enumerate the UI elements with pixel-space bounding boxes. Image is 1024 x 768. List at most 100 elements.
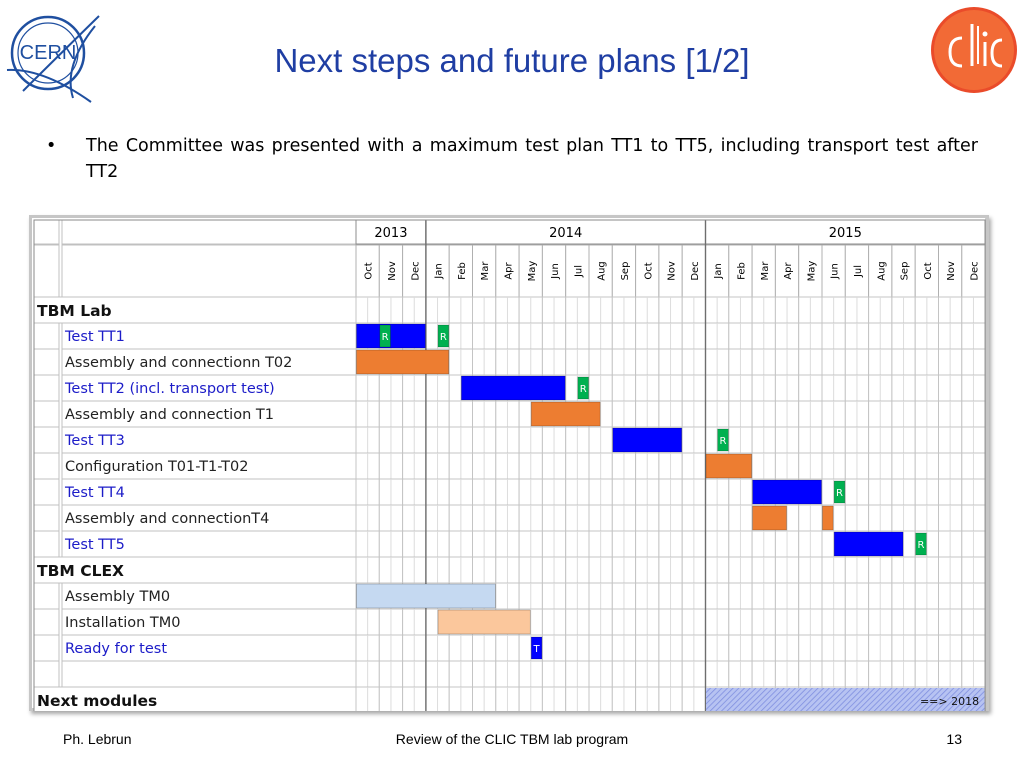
task-label: Assembly TM0 bbox=[65, 589, 170, 605]
header-corner-cell bbox=[33, 219, 60, 245]
cern-logo: CERN bbox=[3, 6, 107, 114]
year-cell bbox=[425, 219, 706, 245]
month-label: Apr bbox=[783, 261, 794, 279]
task-label: Configuration T01-T1-T02 bbox=[65, 459, 248, 475]
footer-page-number: 13 bbox=[946, 731, 962, 747]
row-indent-cell bbox=[33, 504, 60, 532]
bar-note: ==> 2018 bbox=[920, 695, 979, 708]
cern-logo-text: CERN bbox=[20, 42, 77, 64]
bar-marker: R bbox=[719, 436, 726, 447]
gantt-bar-test bbox=[752, 479, 822, 505]
bullet-text: The Committee was presented with a maxim… bbox=[86, 136, 978, 182]
gantt-bar-test bbox=[356, 323, 426, 349]
gantt-bar-review bbox=[717, 428, 729, 452]
header-corner-cell bbox=[61, 244, 357, 298]
task-label: Test TT3 bbox=[64, 433, 125, 449]
row-label-cell bbox=[61, 530, 357, 558]
task-label: Test TT2 (incl. transport test) bbox=[64, 381, 275, 397]
month-label: Feb bbox=[457, 262, 468, 280]
gantt-bar-assembly bbox=[356, 349, 449, 375]
month-label: Sep bbox=[620, 262, 631, 281]
task-label: Assembly and connection T1 bbox=[65, 407, 274, 423]
row-indent-cell bbox=[33, 530, 60, 558]
row-label-cell bbox=[61, 582, 357, 610]
month-label: Dec bbox=[969, 261, 980, 280]
task-label: Assembly and connectionT4 bbox=[65, 511, 269, 527]
month-label: Mar bbox=[760, 261, 771, 281]
footer-title: Review of the CLIC TBM lab program bbox=[395, 731, 629, 747]
task-label: Ready for test bbox=[65, 641, 167, 657]
row-indent-cell bbox=[33, 478, 60, 506]
year-label: 2015 bbox=[829, 226, 862, 241]
footer-author: Ph. Lebrun bbox=[63, 731, 132, 747]
month-label: Oct bbox=[364, 262, 375, 279]
task-label: Test TT5 bbox=[64, 537, 125, 553]
bar-marker: R bbox=[382, 332, 389, 343]
row-label-cell bbox=[61, 452, 357, 480]
clic-logo-icon bbox=[928, 4, 1020, 100]
section-label: Next modules bbox=[37, 692, 157, 710]
year-label: 2014 bbox=[549, 226, 582, 241]
row-label-cell bbox=[61, 348, 357, 376]
row-label-cell bbox=[61, 478, 357, 506]
row-indent-cell bbox=[33, 608, 60, 636]
gantt-bar-test bbox=[612, 427, 682, 453]
row-label-cell bbox=[61, 322, 357, 350]
month-label: Jan bbox=[434, 263, 445, 279]
task-label: Installation TM0 bbox=[65, 615, 181, 631]
gantt-bar-test bbox=[461, 375, 566, 401]
month-label: Nov bbox=[387, 261, 398, 281]
bar-marker: T bbox=[533, 644, 541, 655]
month-label: Apr bbox=[503, 261, 514, 279]
gantt-bar-installation bbox=[437, 609, 531, 635]
gantt-border bbox=[33, 219, 986, 711]
gantt-svg: 2013 2014 2015 Oct Nov Dec Jan Feb Mar Apr May Jun J… bbox=[32, 218, 986, 711]
month-label: Jul bbox=[573, 265, 584, 278]
gantt-bar-clex_assembly bbox=[356, 583, 496, 609]
month-label: May bbox=[527, 261, 538, 282]
row-label-cell bbox=[61, 660, 357, 688]
gantt-bar-assembly bbox=[822, 505, 834, 531]
month-label: Jan bbox=[713, 263, 724, 279]
gantt-bar-assembly bbox=[752, 505, 787, 531]
bar-marker: R bbox=[918, 540, 925, 551]
row-indent-cell bbox=[33, 582, 60, 610]
header-corner-cell bbox=[61, 219, 357, 245]
row-label-cell bbox=[61, 426, 357, 454]
month-label: Dec bbox=[410, 261, 421, 280]
gantt-bar-next_modules bbox=[706, 688, 985, 711]
gantt-bar-review bbox=[915, 532, 927, 556]
bullet-marker: • bbox=[46, 136, 57, 156]
month-label: Dec bbox=[690, 261, 701, 280]
gantt-bar-test bbox=[833, 531, 904, 557]
gantt-bar-review bbox=[379, 324, 391, 348]
row-indent-cell bbox=[33, 374, 60, 402]
row-indent-cell bbox=[33, 634, 60, 662]
row-indent-cell bbox=[33, 660, 60, 688]
gantt-bar-assembly bbox=[705, 453, 752, 479]
row-indent-cell bbox=[33, 348, 60, 376]
month-label: Oct bbox=[923, 262, 934, 279]
section-label: TBM Lab bbox=[37, 302, 112, 320]
year-cell bbox=[355, 219, 427, 245]
month-label: Nov bbox=[946, 261, 957, 281]
month-label: Nov bbox=[667, 261, 678, 281]
gantt-bar-review bbox=[577, 376, 589, 400]
month-label: May bbox=[806, 261, 817, 282]
month-label: Jun bbox=[550, 263, 561, 280]
row-indent-cell bbox=[33, 400, 60, 428]
task-label: Test TT4 bbox=[64, 485, 125, 501]
section-label: TBM CLEX bbox=[37, 562, 124, 580]
year-label: 2013 bbox=[374, 226, 407, 241]
task-label: Assembly and connectionn T02 bbox=[65, 355, 292, 371]
bar-marker: R bbox=[440, 332, 447, 343]
row-label-cell bbox=[61, 374, 357, 402]
header-corner-cell bbox=[33, 244, 60, 298]
slide-title: Next steps and future plans [1/2] bbox=[274, 42, 750, 79]
gantt-bar-review bbox=[833, 480, 846, 504]
row-indent-cell bbox=[33, 452, 60, 480]
month-label: Aug bbox=[597, 261, 608, 281]
month-label: Mar bbox=[480, 261, 491, 281]
month-label: Oct bbox=[643, 262, 654, 279]
row-indent-cell bbox=[33, 426, 60, 454]
